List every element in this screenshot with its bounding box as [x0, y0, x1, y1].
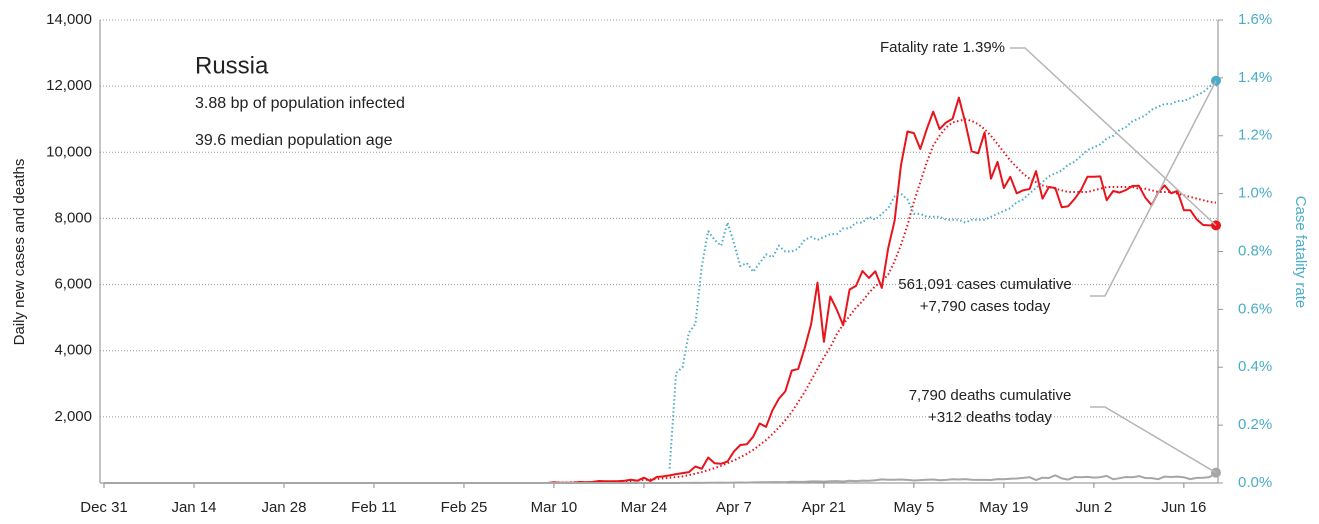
- y2-tick-label: 0.2%: [1238, 416, 1272, 433]
- y-tick-label: 6,000: [54, 276, 92, 293]
- annotation: +7,790 cases today: [920, 298, 1051, 315]
- chart-title: Russia: [195, 52, 269, 79]
- y2-tick-label: 1.4%: [1238, 69, 1272, 86]
- chart-subtitle: 3.88 bp of population infected: [195, 95, 405, 112]
- y2-tick-label: 0.4%: [1238, 358, 1272, 375]
- series-line: [553, 118, 1217, 484]
- leader-line: [1090, 406, 1217, 474]
- x-tick-label: Dec 31: [80, 499, 128, 516]
- annotation: +312 deaths today: [928, 409, 1052, 426]
- x-tick-label: May 5: [893, 499, 934, 516]
- x-tick-label: May 19: [979, 499, 1028, 516]
- y-tick-label: 4,000: [54, 342, 92, 359]
- leader-line: [1010, 47, 1217, 226]
- y2-tick-label: 1.0%: [1238, 185, 1272, 202]
- x-tick-label: Mar 24: [621, 499, 668, 516]
- annotation: Fatality rate 1.39%: [880, 39, 1005, 56]
- x-tick-label: Jun 2: [1076, 499, 1113, 516]
- y-tick-label: 10,000: [46, 143, 92, 160]
- annotation: 561,091 cases cumulative: [898, 276, 1071, 293]
- x-tick-label: Mar 10: [531, 499, 578, 516]
- x-tick-label: Jun 16: [1161, 499, 1206, 516]
- y-tick-label: 8,000: [54, 209, 92, 226]
- y2-tick-label: 0.0%: [1238, 474, 1272, 491]
- y2-axis-label: Case fatality rate: [1292, 196, 1309, 309]
- chart-subtitle: 39.6 median population age: [195, 132, 393, 149]
- x-tick-label: Apr 7: [716, 499, 752, 516]
- y2-tick-label: 1.6%: [1238, 11, 1272, 28]
- leader-line: [1090, 80, 1217, 297]
- x-tick-label: Apr 21: [802, 499, 846, 516]
- y-tick-label: 2,000: [54, 408, 92, 425]
- x-tick-label: Jan 14: [171, 499, 216, 516]
- y2-tick-label: 0.8%: [1238, 242, 1272, 259]
- y-tick-label: 14,000: [46, 11, 92, 28]
- y2-tick-label: 1.2%: [1238, 127, 1272, 144]
- x-tick-label: Feb 25: [441, 499, 488, 516]
- series-line: [104, 471, 1217, 484]
- x-tick-label: Jan 28: [261, 499, 306, 516]
- y-axis-label: Daily new cases and deaths: [11, 159, 28, 346]
- y-tick-label: 12,000: [46, 77, 92, 94]
- x-tick-label: Feb 11: [351, 499, 397, 516]
- y2-tick-label: 0.6%: [1238, 300, 1272, 317]
- annotation: 7,790 deaths cumulative: [909, 387, 1072, 404]
